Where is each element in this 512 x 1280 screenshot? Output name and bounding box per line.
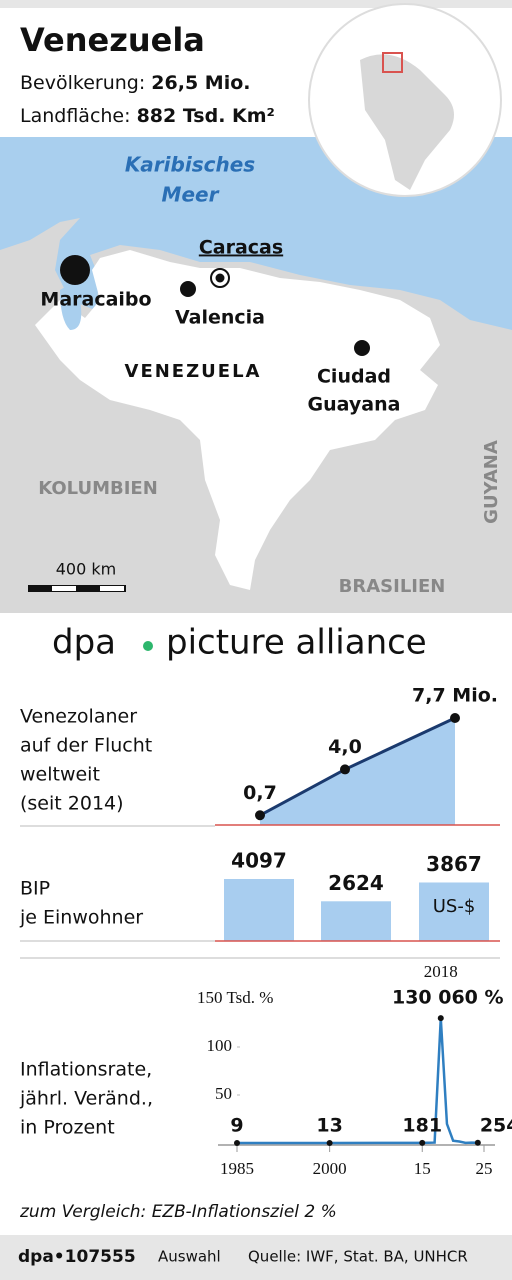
chart-title: auf der Flucht xyxy=(20,735,152,757)
point xyxy=(419,1139,426,1146)
point xyxy=(234,1139,240,1146)
globe-marker xyxy=(382,52,403,73)
value-label: 254 xyxy=(480,1114,512,1136)
area-value: 882 Tsd. Km² xyxy=(137,105,275,127)
point xyxy=(474,1139,481,1146)
city-label: Maracaibo xyxy=(40,289,151,311)
neighbor-label: KOLUMBIEN xyxy=(38,478,158,499)
value-label: 4097 xyxy=(231,849,287,873)
watermark-dot xyxy=(143,641,153,651)
bar xyxy=(321,901,391,941)
capital-label: Caracas xyxy=(199,237,283,259)
point xyxy=(450,713,460,723)
globe-continent xyxy=(360,54,454,190)
scale-bar xyxy=(28,585,126,592)
area-label: Landfläche: xyxy=(20,105,131,127)
chart-title: Inflationsrate, xyxy=(20,1059,152,1081)
x-tick-label: 1985 xyxy=(220,1159,254,1178)
sea-label: Karibisches xyxy=(125,153,255,177)
footer-id: dpa•107555 xyxy=(18,1247,136,1267)
value-label: 0,7 xyxy=(243,782,277,804)
bar xyxy=(224,879,294,941)
value-label: 9 xyxy=(230,1114,243,1136)
watermark: dpa xyxy=(52,623,116,663)
city-label: Valencia xyxy=(175,307,265,329)
footer-source: Quelle: IWF, Stat. BA, UNHCR xyxy=(248,1248,468,1266)
chart-title: je Einwohner xyxy=(19,907,143,929)
x-tick-label: 15 xyxy=(414,1159,431,1178)
y-tick-label: 50 xyxy=(215,1084,232,1103)
city-label: Guayana xyxy=(308,394,401,416)
area xyxy=(260,718,455,825)
scale-bar xyxy=(52,586,76,591)
point xyxy=(340,764,350,775)
value-label: 13 xyxy=(316,1114,342,1136)
city-dot xyxy=(180,281,196,297)
point xyxy=(437,1015,444,1022)
population-label: Bevölkerung: xyxy=(20,72,145,94)
capital-dot xyxy=(215,273,225,283)
city-dot xyxy=(354,340,370,356)
point xyxy=(326,1139,333,1146)
top-strip xyxy=(0,0,512,8)
line xyxy=(237,1018,478,1145)
chart-title: in Prozent xyxy=(20,1117,115,1139)
value-label: 2624 xyxy=(328,871,384,895)
title: Venezuela xyxy=(20,21,205,59)
scale-label: 400 km xyxy=(56,560,116,579)
country-label: VENEZUELA xyxy=(125,361,262,382)
y-tick-label: 150 Tsd. % xyxy=(197,988,273,1007)
x-tick-label: 2000 xyxy=(313,1159,347,1178)
value-label: 181 xyxy=(402,1114,442,1136)
sea-label: Meer xyxy=(162,183,220,207)
watermark: picture alliance xyxy=(166,623,427,663)
population: Bevölkerung: 26,5 Mio. xyxy=(20,72,250,94)
neighbor-label: BRASILIEN xyxy=(339,576,446,597)
value-label: 3867 xyxy=(426,852,482,876)
lake-maracaibo xyxy=(60,286,82,330)
footer-selection: Auswahl xyxy=(158,1248,221,1266)
chart-title: BIP xyxy=(20,878,50,900)
population-value: 26,5 Mio. xyxy=(151,72,250,94)
port-icon xyxy=(60,255,90,285)
x-tick-label: 25 xyxy=(476,1159,493,1178)
value-label: 4,0 xyxy=(328,736,362,758)
point xyxy=(255,810,265,821)
scale-bar xyxy=(100,586,124,591)
venezuela-land xyxy=(35,250,440,590)
note: zum Vergleich: EZB-Inflationsziel 2 % xyxy=(19,1202,337,1222)
y-tick-label: 100 xyxy=(207,1036,233,1055)
footer xyxy=(0,1235,512,1280)
chart-title: jährl. Veränd., xyxy=(19,1088,153,1110)
bar xyxy=(419,882,489,941)
city-label: Ciudad xyxy=(317,366,391,388)
area: Landfläche: 882 Tsd. Km² xyxy=(20,105,275,127)
value-label: 7,7 Mio. xyxy=(412,685,498,707)
neighbor-label: GUYANA xyxy=(481,440,502,524)
chart-title: (seit 2014) xyxy=(20,793,124,815)
chart-title: Venezolaner xyxy=(20,706,137,728)
value-label: 130 060 % xyxy=(392,987,504,1009)
unit-label: US-$ xyxy=(433,896,476,917)
peak-year-label: 2018 xyxy=(424,962,458,981)
map xyxy=(0,3,512,613)
chart-title: weltweit xyxy=(20,764,100,786)
